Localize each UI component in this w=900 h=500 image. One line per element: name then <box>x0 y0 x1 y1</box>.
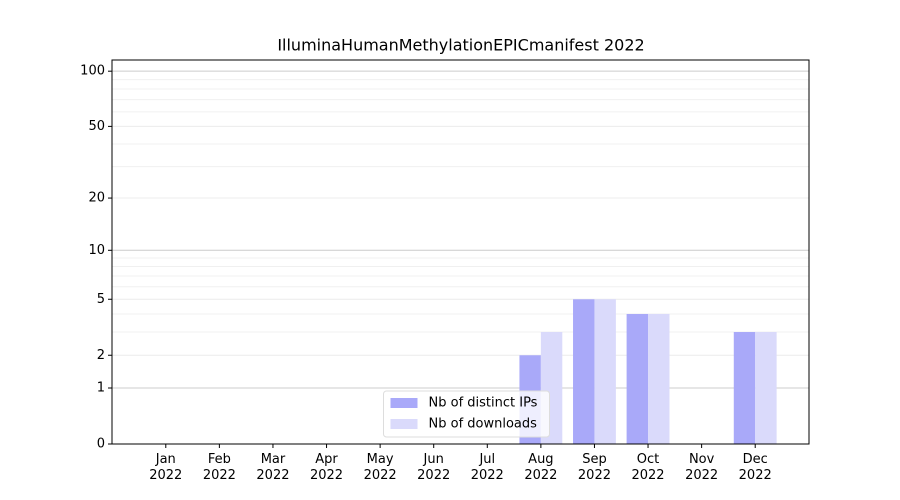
y-tick-label: 0 <box>97 437 105 452</box>
bar <box>755 332 777 444</box>
axes-frame <box>111 59 810 445</box>
x-tick-label: Dec 2022 <box>738 452 772 483</box>
x-tick-label: Jan 2022 <box>149 452 183 483</box>
x-tick-label: Jun 2022 <box>417 452 451 483</box>
x-tick-label: Nov 2022 <box>685 452 719 483</box>
x-tick-label: Jul 2022 <box>470 452 504 483</box>
bar <box>733 332 756 444</box>
x-tick-label: Sep 2022 <box>577 452 611 483</box>
x-tick-label: Apr 2022 <box>309 452 344 483</box>
y-tick-label: 2 <box>97 348 105 363</box>
x-tick-label: Feb 2022 <box>202 452 236 483</box>
bar <box>573 299 595 444</box>
bar <box>626 313 649 444</box>
x-tick-label: Mar 2022 <box>256 452 290 483</box>
x-tick-label: Aug 2022 <box>524 452 558 483</box>
legend-label: Nb of downloads <box>429 417 538 432</box>
y-tick-label: 10 <box>88 243 105 258</box>
y-tick-label: 100 <box>80 64 105 79</box>
bar <box>648 313 670 444</box>
chart-title: IlluminaHumanMethylationEPICmanifest 202… <box>277 36 644 55</box>
x-tick-label: May 2022 <box>363 452 397 483</box>
y-tick-label: 20 <box>88 191 105 206</box>
x-tick-label: Oct 2022 <box>631 452 665 483</box>
legend-swatch <box>390 419 418 429</box>
legend-frame <box>383 390 550 438</box>
legend: Nb of distinct IPs Nb of downloads <box>383 390 550 438</box>
legend-label: Nb of distinct IPs <box>429 396 538 411</box>
grid <box>112 70 809 445</box>
y-tick-label: 5 <box>97 292 105 307</box>
y-tick-label: 50 <box>88 119 105 134</box>
bar <box>594 299 616 444</box>
y-tick-label: 1 <box>97 381 105 396</box>
legend-swatch <box>390 398 418 408</box>
